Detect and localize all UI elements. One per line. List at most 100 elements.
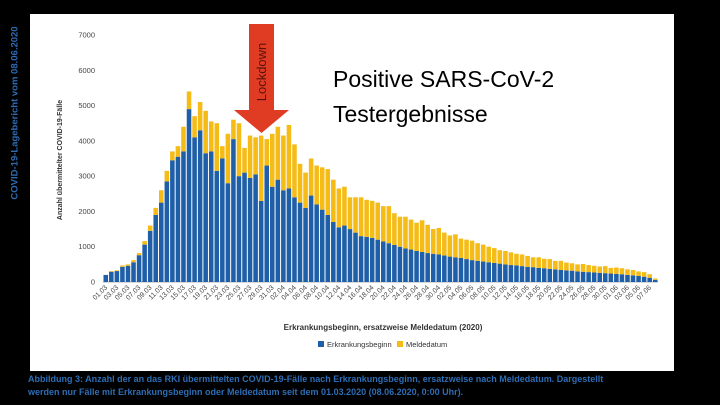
bar-erkrankungsbeginn xyxy=(281,190,286,282)
bar-meldedatum xyxy=(419,220,425,253)
bar-meldedatum xyxy=(170,151,175,161)
bar-erkrankungsbeginn xyxy=(164,181,170,282)
bar-erkrankungsbeginn xyxy=(231,139,236,282)
bar-meldedatum xyxy=(342,186,347,226)
bar-meldedatum xyxy=(447,235,453,257)
bar-meldedatum xyxy=(580,264,586,272)
bar-meldedatum xyxy=(436,228,442,255)
bar-erkrankungsbeginn xyxy=(547,268,553,282)
bar-meldedatum xyxy=(164,170,170,182)
bar-meldedatum xyxy=(308,158,314,196)
bar-erkrankungsbeginn xyxy=(342,225,347,282)
bar-meldedatum xyxy=(425,224,430,254)
bar-erkrankungsbeginn xyxy=(175,156,181,282)
bar-erkrankungsbeginn xyxy=(269,186,275,282)
bar-meldedatum xyxy=(403,216,408,249)
bar-meldedatum xyxy=(414,222,419,251)
legend-label-erkrankungsbeginn: Erkrankungsbeginn xyxy=(327,340,392,349)
bar-erkrankungsbeginn xyxy=(625,274,630,282)
bar-meldedatum xyxy=(353,197,358,233)
bar-erkrankungsbeginn xyxy=(447,256,453,282)
bar-erkrankungsbeginn xyxy=(275,179,281,282)
bar-meldedatum xyxy=(175,146,181,157)
bar-meldedatum xyxy=(208,121,214,152)
bar-erkrankungsbeginn xyxy=(358,236,364,282)
bar-meldedatum xyxy=(453,234,458,258)
bar-meldedatum xyxy=(508,252,514,266)
bar-erkrankungsbeginn xyxy=(453,257,458,282)
bar-meldedatum xyxy=(586,265,591,273)
bar-meldedatum xyxy=(575,264,580,272)
bar-meldedatum xyxy=(114,270,120,272)
bar-erkrankungsbeginn xyxy=(380,241,386,282)
lockdown-arrow: Lockdown xyxy=(234,24,289,133)
bar-erkrankungsbeginn xyxy=(292,197,297,282)
bar-erkrankungsbeginn xyxy=(442,255,447,282)
bar-meldedatum xyxy=(147,225,153,231)
bar-meldedatum xyxy=(109,271,114,272)
bar-meldedatum xyxy=(242,147,247,173)
bar-meldedatum xyxy=(319,167,325,210)
bar-meldedatum xyxy=(558,260,564,271)
bar-erkrankungsbeginn xyxy=(158,202,164,282)
bar-meldedatum xyxy=(486,246,492,263)
bar-meldedatum xyxy=(641,272,647,277)
bar-erkrankungsbeginn xyxy=(591,272,597,282)
bar-meldedatum xyxy=(514,253,519,266)
slide-title-line2: Testergebnisse xyxy=(333,101,488,127)
bar-meldedatum xyxy=(186,91,192,110)
bar-meldedatum xyxy=(619,268,625,275)
bar-erkrankungsbeginn xyxy=(586,272,591,282)
bar-meldedatum xyxy=(331,179,336,223)
bar-erkrankungsbeginn xyxy=(181,151,186,282)
bar-erkrankungsbeginn xyxy=(491,262,497,282)
bar-erkrankungsbeginn xyxy=(114,271,120,282)
bar-erkrankungsbeginn xyxy=(403,248,408,282)
bar-meldedatum xyxy=(136,253,142,256)
bar-erkrankungsbeginn xyxy=(314,204,319,282)
bar-meldedatum xyxy=(325,169,331,215)
slide-title: Positive SARS-CoV-2 Testergebnisse xyxy=(333,62,554,132)
y-axis-label: Anzahl übermittelter COVID-19-Fälle xyxy=(57,100,64,220)
bar-meldedatum xyxy=(303,172,308,208)
bar-meldedatum xyxy=(153,207,159,215)
y-tick-label: 4000 xyxy=(78,136,95,145)
bar-erkrankungsbeginn xyxy=(608,273,614,282)
bar-meldedatum xyxy=(541,258,547,269)
figure-caption: Abbildung 3: Anzahl der an das RKI überm… xyxy=(28,373,698,399)
bar-erkrankungsbeginn xyxy=(652,279,658,282)
bar-erkrankungsbeginn xyxy=(208,151,214,282)
bar-erkrankungsbeginn xyxy=(325,214,331,282)
bar-erkrankungsbeginn xyxy=(236,176,242,282)
bar-erkrankungsbeginn xyxy=(336,227,342,282)
bar-erkrankungsbeginn xyxy=(469,260,475,282)
bar-erkrankungsbeginn xyxy=(475,260,480,282)
bar-meldedatum xyxy=(652,278,658,280)
bar-meldedatum xyxy=(392,213,397,245)
bar-meldedatum xyxy=(286,124,292,189)
bar-meldedatum xyxy=(142,241,147,245)
bar-meldedatum xyxy=(264,139,270,166)
bar-meldedatum xyxy=(614,267,619,274)
bar-erkrankungsbeginn xyxy=(136,255,142,282)
bar-meldedatum xyxy=(380,206,386,242)
bar-erkrankungsbeginn xyxy=(486,262,492,282)
bar-erkrankungsbeginn xyxy=(109,271,114,282)
bar-erkrankungsbeginn xyxy=(525,266,530,282)
bar-meldedatum xyxy=(530,257,536,268)
bar-erkrankungsbeginn xyxy=(458,258,464,282)
bar-meldedatum xyxy=(519,254,525,267)
bar-erkrankungsbeginn xyxy=(558,270,564,282)
bar-meldedatum xyxy=(358,197,364,237)
bar-erkrankungsbeginn xyxy=(364,236,369,282)
bar-meldedatum xyxy=(630,270,636,276)
bar-erkrankungsbeginn xyxy=(508,265,514,282)
bar-erkrankungsbeginn xyxy=(392,244,397,282)
bar-erkrankungsbeginn xyxy=(125,265,131,282)
bar-erkrankungsbeginn xyxy=(597,272,603,282)
bar-erkrankungsbeginn xyxy=(142,244,147,282)
bar-erkrankungsbeginn xyxy=(214,170,220,282)
bar-meldedatum xyxy=(469,240,475,261)
bar-meldedatum xyxy=(569,263,575,271)
